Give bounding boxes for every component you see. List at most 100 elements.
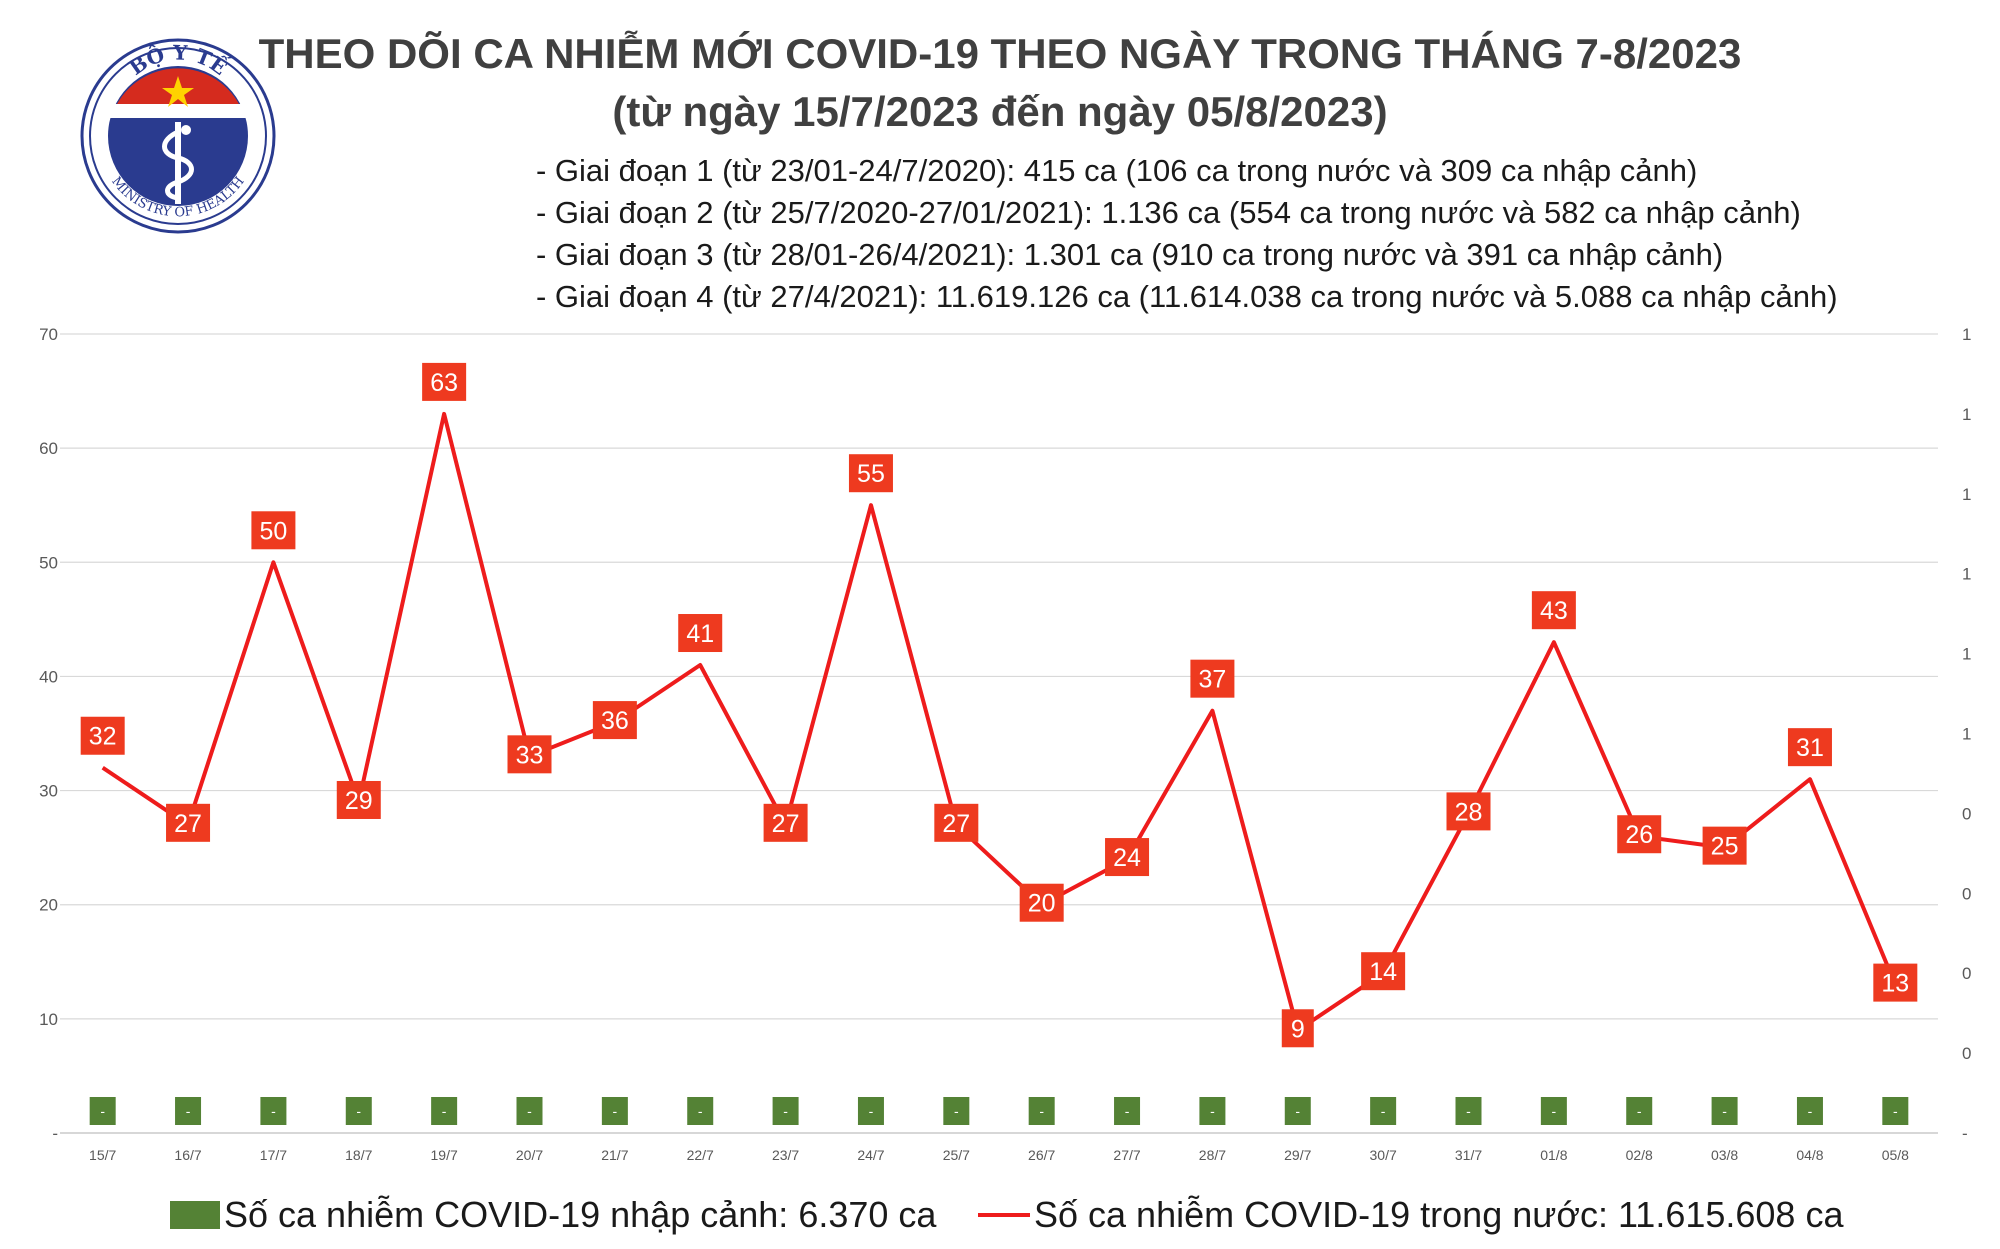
y-tick-label-right: - — [1962, 1124, 1968, 1143]
bar-value-label: - — [1295, 1103, 1300, 1119]
bar-value-label: - — [869, 1103, 874, 1119]
x-tick-label: 19/7 — [431, 1147, 458, 1163]
bar-value-label: - — [1637, 1103, 1642, 1119]
data-label-box — [1702, 826, 1747, 865]
x-tick-label: 04/8 — [1796, 1147, 1823, 1163]
y-tick-label-right: 0 — [1962, 1044, 1971, 1063]
x-tick-label: 27/7 — [1113, 1147, 1140, 1163]
x-tick-label: 23/7 — [772, 1147, 799, 1163]
y-tick-label-left: 60 — [39, 439, 58, 458]
data-label: 20 — [1028, 890, 1056, 918]
x-tick-label: 24/7 — [857, 1147, 884, 1163]
bar-value-label: - — [698, 1103, 703, 1119]
bar-imported — [1114, 1097, 1141, 1125]
data-label: 14 — [1369, 958, 1397, 986]
data-label-box — [934, 803, 979, 842]
bar-value-label: - — [1808, 1103, 1813, 1119]
data-label: 28 — [1455, 798, 1483, 826]
bar-imported — [345, 1097, 372, 1125]
x-tick-label: 03/8 — [1711, 1147, 1738, 1163]
bar-value-label: - — [1381, 1103, 1386, 1119]
data-label-box — [678, 614, 723, 653]
y-tick-label-right: 1 — [1962, 405, 1971, 424]
data-label: 27 — [174, 810, 202, 838]
y-tick-label-right: 1 — [1962, 325, 1971, 344]
bar-value-label: - — [954, 1103, 959, 1119]
x-tick-label: 05/8 — [1882, 1147, 1909, 1163]
series-line-domestic — [101, 411, 1898, 1033]
y-tick-label-right: 1 — [1962, 565, 1971, 584]
legend-domestic-label: Số ca nhiễm COVID-19 trong nước: 11.615.… — [1034, 1194, 1844, 1235]
data-label-box — [336, 780, 381, 819]
stage-summary: - Giai đoạn 1 (từ 23/01-24/7/2020): 415 … — [536, 150, 1838, 318]
x-tick-label: 02/8 — [1626, 1147, 1653, 1163]
data-label: 31 — [1796, 734, 1824, 762]
bar-value-label: - — [1893, 1103, 1898, 1119]
bar-value-label: - — [1039, 1103, 1044, 1119]
y-tick-label-left: 50 — [39, 553, 58, 572]
bar-imported — [89, 1097, 116, 1125]
data-label: 13 — [1881, 970, 1909, 998]
data-label: 27 — [942, 810, 970, 838]
x-tick-label: 01/8 — [1540, 1147, 1567, 1163]
data-label: 32 — [89, 723, 117, 751]
data-label: 25 — [1711, 833, 1739, 861]
chart-title: THEO DÕI CA NHIỄM MỚI COVID-19 THEO NGÀY… — [258, 30, 1742, 77]
data-label-box — [166, 803, 211, 842]
data-label-box — [1361, 952, 1406, 991]
data-label-box — [80, 716, 125, 755]
data-label-box — [251, 511, 296, 550]
x-tick-label: 30/7 — [1370, 1147, 1397, 1163]
data-label: 55 — [857, 460, 885, 488]
y-tick-label-left: 30 — [39, 782, 58, 801]
data-label-box — [1531, 591, 1576, 630]
bar-value-label: - — [442, 1103, 447, 1119]
data-label: 9 — [1291, 1015, 1305, 1043]
bar-imported — [516, 1097, 543, 1125]
data-label-box — [1281, 1009, 1314, 1048]
bar-imported — [1711, 1097, 1738, 1125]
x-tick-label: 15/7 — [89, 1147, 116, 1163]
y-tick-label-right: 1 — [1962, 645, 1971, 664]
bar-value-label: - — [783, 1103, 788, 1119]
bar-imported — [687, 1097, 714, 1125]
x-tick-label: 16/7 — [174, 1147, 201, 1163]
x-tick-label: 21/7 — [601, 1147, 628, 1163]
y-tick-label-left: 10 — [39, 1010, 58, 1029]
bar-imported — [772, 1097, 799, 1125]
x-tick-label: 25/7 — [943, 1147, 970, 1163]
bar-value-label: - — [356, 1103, 361, 1119]
y-tick-label-left: 70 — [39, 325, 58, 344]
y-tick-label-left: 20 — [39, 896, 58, 915]
stage-2-text: - Giai đoạn 2 (từ 25/7/2020-27/01/2021):… — [536, 195, 1801, 230]
x-tick-label: 31/7 — [1455, 1147, 1482, 1163]
stage-3-text: - Giai đoạn 3 (từ 28/01-26/4/2021): 1.30… — [536, 237, 1724, 272]
data-label: 26 — [1625, 821, 1653, 849]
x-tick-label: 22/7 — [687, 1147, 714, 1163]
bar-value-label: - — [1466, 1103, 1471, 1119]
data-label-box — [1787, 728, 1832, 767]
y-tick-label-right: 0 — [1962, 884, 1971, 903]
data-label: 63 — [430, 369, 458, 397]
bar-imported — [943, 1097, 970, 1125]
legend-domestic: Số ca nhiễm COVID-19 trong nước: 11.615.… — [978, 1190, 1843, 1240]
ministry-of-health-logo: BỘ Y TẾ MINISTRY OF HEALTH — [80, 38, 276, 234]
legend-imported: Số ca nhiễm COVID-19 nhập cảnh: 6.370 ca — [170, 1190, 936, 1240]
bar-value-label: - — [100, 1103, 105, 1119]
bar-value-label: - — [1125, 1103, 1130, 1119]
data-label-box — [1105, 838, 1150, 877]
data-label: 36 — [601, 707, 629, 735]
data-label: 50 — [260, 517, 288, 545]
data-label-box — [1873, 963, 1918, 1002]
bar-imported — [1028, 1097, 1055, 1125]
bar-imported — [431, 1097, 458, 1125]
data-label-box — [1617, 815, 1662, 854]
data-label-box — [422, 362, 467, 401]
bar-value-label: - — [1210, 1103, 1215, 1119]
stage-1-text: - Giai đoạn 1 (từ 23/01-24/7/2020): 415 … — [536, 153, 1698, 188]
x-tick-label: 17/7 — [260, 1147, 287, 1163]
y-tick-label-left: 40 — [39, 667, 58, 686]
bar-imported — [260, 1097, 287, 1125]
bar-imported — [1882, 1097, 1909, 1125]
